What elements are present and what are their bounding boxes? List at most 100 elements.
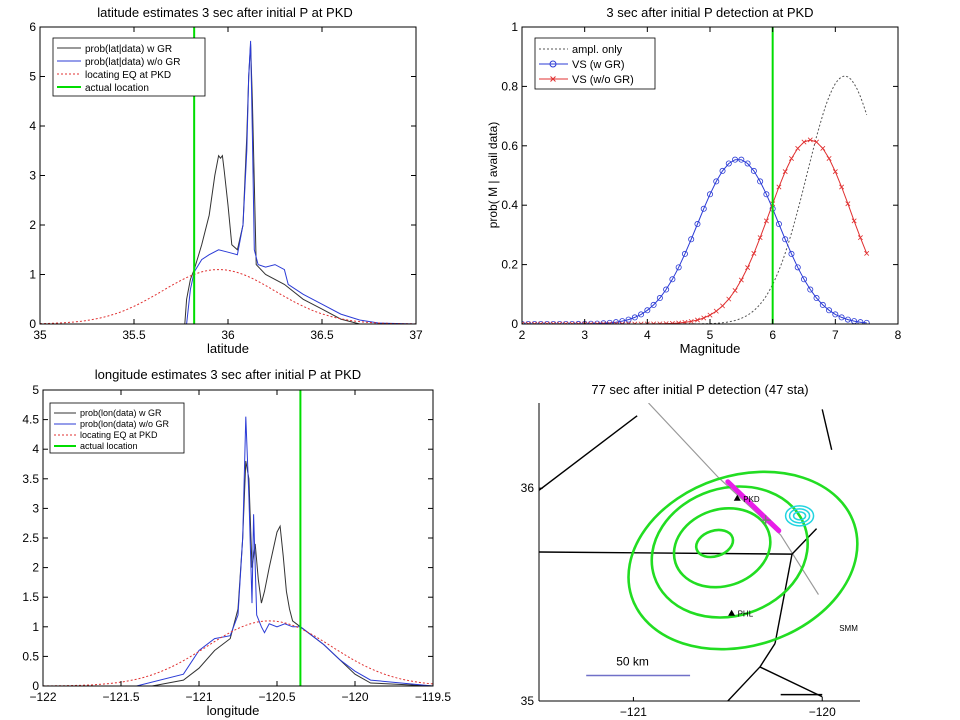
data-point (707, 191, 714, 198)
magnitude-panel: 3 sec after initial P detection at PKD 2… (486, 5, 902, 356)
station-triangle-icon (733, 494, 741, 501)
station-label: PKD (743, 495, 760, 504)
data-point (832, 311, 839, 318)
data-point (864, 250, 870, 256)
y-tick-label: 0 (29, 317, 36, 331)
legend-label-lon-wo-gr: prob(lon(data) w/o GR (80, 419, 170, 429)
y-tick-label: 3.5 (22, 472, 39, 486)
data-point (644, 307, 651, 314)
data-point (575, 321, 581, 324)
data-point (701, 315, 707, 321)
y-tick-label: 1 (32, 620, 39, 634)
data-point (725, 160, 732, 167)
legend-label-lon-w-gr: prob(lon(data) w GR (80, 408, 162, 418)
data-point (738, 277, 744, 283)
y-tick-label: 0.2 (501, 258, 518, 272)
magnitude-chart-title: 3 sec after initial P detection at PKD (606, 5, 813, 20)
y-tick-label: 3 (32, 501, 39, 515)
data-point (588, 321, 594, 324)
legend-label-lat-wo-gr: prob(lat|data) w/o GR (85, 57, 180, 68)
data-point (776, 184, 782, 190)
region-boundary (727, 666, 761, 701)
data-point (801, 276, 808, 283)
y-tick-label: 3 (29, 169, 36, 183)
series-line-0-2 (40, 269, 416, 324)
x-tick-label: 36 (221, 328, 235, 342)
place-label: SMM (839, 624, 858, 633)
fault-trace (648, 403, 819, 595)
data-point (675, 264, 682, 271)
data-point (857, 319, 864, 324)
longitude-ticks: −122 −121.5 −121 −120.5 −120 −119.5 0 0.5 1 1.5 2 2… (22, 383, 451, 704)
x-tick-label: −120 (809, 705, 836, 719)
data-point (839, 184, 845, 190)
y-tick-label: 4.5 (22, 413, 39, 427)
x-tick-label: 35.5 (122, 328, 146, 342)
data-point (720, 303, 726, 309)
y-tick-label: 2.5 (22, 531, 39, 545)
region-boundary (539, 551, 793, 555)
legend-label-lon-actual: actual location (80, 441, 138, 451)
data-point (557, 321, 563, 324)
data-point (669, 320, 675, 324)
data-point (694, 221, 701, 228)
data-point (676, 320, 682, 324)
latitude-x-axis-label: latitude (207, 341, 249, 356)
data-point (550, 321, 556, 324)
legend-label-lon-locating: locating EQ at PKD (80, 430, 158, 440)
y-tick-label: 0 (32, 679, 39, 693)
latitude-legend: prob(lat|data) w GR prob(lat|data) w/o G… (52, 37, 206, 97)
probability-contour (694, 528, 735, 559)
y-tick-label: 6 (29, 20, 36, 34)
y-tick-label: 4 (29, 119, 36, 133)
longitude-plot-area (43, 390, 433, 686)
legend-marker-vs-w-gr (549, 60, 557, 68)
data-point (700, 205, 707, 212)
legend-label-lat-actual: actual location (85, 83, 149, 94)
x-tick-label: 5 (707, 328, 714, 342)
region-boundary (759, 643, 776, 668)
y-tick-label: 5 (32, 383, 39, 397)
data-point (606, 319, 613, 324)
station-label: PHL (738, 610, 754, 619)
data-point (750, 167, 757, 174)
y-tick-label: 1 (511, 20, 518, 34)
y-tick-label: 2 (32, 561, 39, 575)
x-tick-label: −121 (620, 705, 647, 719)
data-point (522, 321, 525, 324)
data-point (814, 139, 820, 145)
data-point (544, 321, 550, 324)
series-line-1-2 (522, 139, 868, 324)
y-tick-label: 0.8 (501, 79, 518, 93)
magnitude-x-axis-label: Magnitude (680, 341, 741, 356)
series-line-2-2 (43, 620, 433, 686)
latitude-ticks: 35 35.5 36 36.5 37 0 1 2 3 4 5 6 (29, 20, 423, 342)
data-point (656, 295, 663, 302)
probability-contour (650, 485, 809, 619)
x-tick-label: 35 (33, 328, 47, 342)
series-line-1-0 (522, 75, 868, 324)
data-point (826, 307, 833, 314)
x-tick-label: −120 (341, 690, 368, 704)
magnitude-legend: ampl. only VS (w GR) VS (w/o GR) (534, 37, 656, 90)
y-tick-label: 1.5 (22, 590, 39, 604)
data-point (613, 319, 619, 324)
data-point (600, 320, 607, 324)
data-point (538, 321, 544, 324)
map-ticks: −121 −120 35 36 (521, 481, 836, 719)
data-point (763, 218, 769, 224)
y-tick-label: 0.5 (22, 649, 39, 663)
y-tick-label: 1 (29, 268, 36, 282)
legend-marker-vs-wo-gr (550, 76, 556, 82)
data-point (663, 286, 670, 293)
probability-contour (672, 506, 772, 589)
legend-label-ampl-only: ampl. only (572, 44, 623, 56)
data-point (775, 221, 782, 228)
data-point (532, 321, 538, 324)
data-point (625, 316, 632, 323)
data-point (669, 276, 676, 283)
data-point (819, 301, 826, 308)
y-tick-label: 0 (511, 317, 518, 331)
x-tick-label: 3 (581, 328, 588, 342)
